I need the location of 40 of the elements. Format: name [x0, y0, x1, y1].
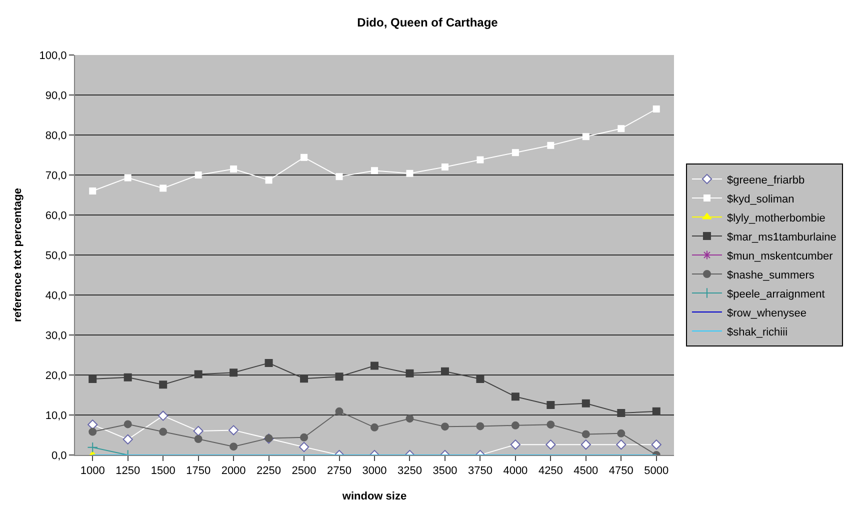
- y-tick-label: 90,0: [45, 90, 67, 102]
- y-tick-label: 80,0: [45, 130, 67, 142]
- x-tick-label: 2250: [256, 465, 282, 478]
- x-tick-label: 1000: [80, 465, 105, 478]
- legend-label: $greene_friarbb: [726, 174, 805, 186]
- y-tick-label: 40,0: [45, 290, 67, 302]
- y-tick-label: 50,0: [45, 250, 67, 262]
- x-axis-title: window size: [341, 490, 407, 502]
- y-tick-label: 20,0: [45, 370, 67, 382]
- y-tick-label: 0,0: [52, 450, 67, 462]
- x-tick-label: 2750: [327, 465, 352, 478]
- x-tick-label: 3500: [432, 465, 458, 478]
- x-tick-label: 2500: [292, 465, 316, 478]
- legend-label: $nashe_summers: [726, 269, 815, 282]
- x-tick-label: 4750: [608, 465, 634, 478]
- x-tick-label: 3750: [468, 465, 492, 478]
- y-tick-label: 70,0: [45, 170, 67, 182]
- legend-label: $kyd_soliman: [726, 193, 794, 206]
- x-tick-label: 3000: [362, 465, 387, 478]
- y-tick-label: 100,0: [39, 50, 67, 62]
- x-tick-label: 3250: [398, 465, 422, 478]
- x-tick-label: 1250: [116, 465, 140, 478]
- x-tick-label: 4000: [503, 465, 528, 478]
- legend-label: $mun_mskentcumber: [726, 250, 834, 262]
- x-tick-label: 4500: [574, 465, 598, 478]
- y-tick-label: 30,0: [45, 330, 67, 342]
- x-tick-label: 4250: [538, 465, 563, 478]
- y-tick-label: 60,0: [45, 210, 67, 222]
- legend-label: $peele_arraignment: [726, 288, 825, 300]
- legend-label: $row_whenysee: [726, 307, 806, 320]
- y-axis-title: reference text percentage: [12, 188, 24, 322]
- legend-label: $lyly_motherbombie: [726, 212, 826, 224]
- x-tick-label: 1500: [150, 465, 176, 478]
- y-tick-label: 10,0: [45, 410, 67, 422]
- legend-label: $shak_richiii: [726, 326, 788, 338]
- chart-title: Dido, Queen of Carthage: [357, 15, 498, 30]
- x-tick-label: 1750: [186, 465, 211, 478]
- x-tick-label: 2000: [221, 465, 246, 478]
- x-tick-label: 5000: [644, 465, 669, 478]
- legend-label: $mar_ms1tamburlaine: [726, 231, 836, 244]
